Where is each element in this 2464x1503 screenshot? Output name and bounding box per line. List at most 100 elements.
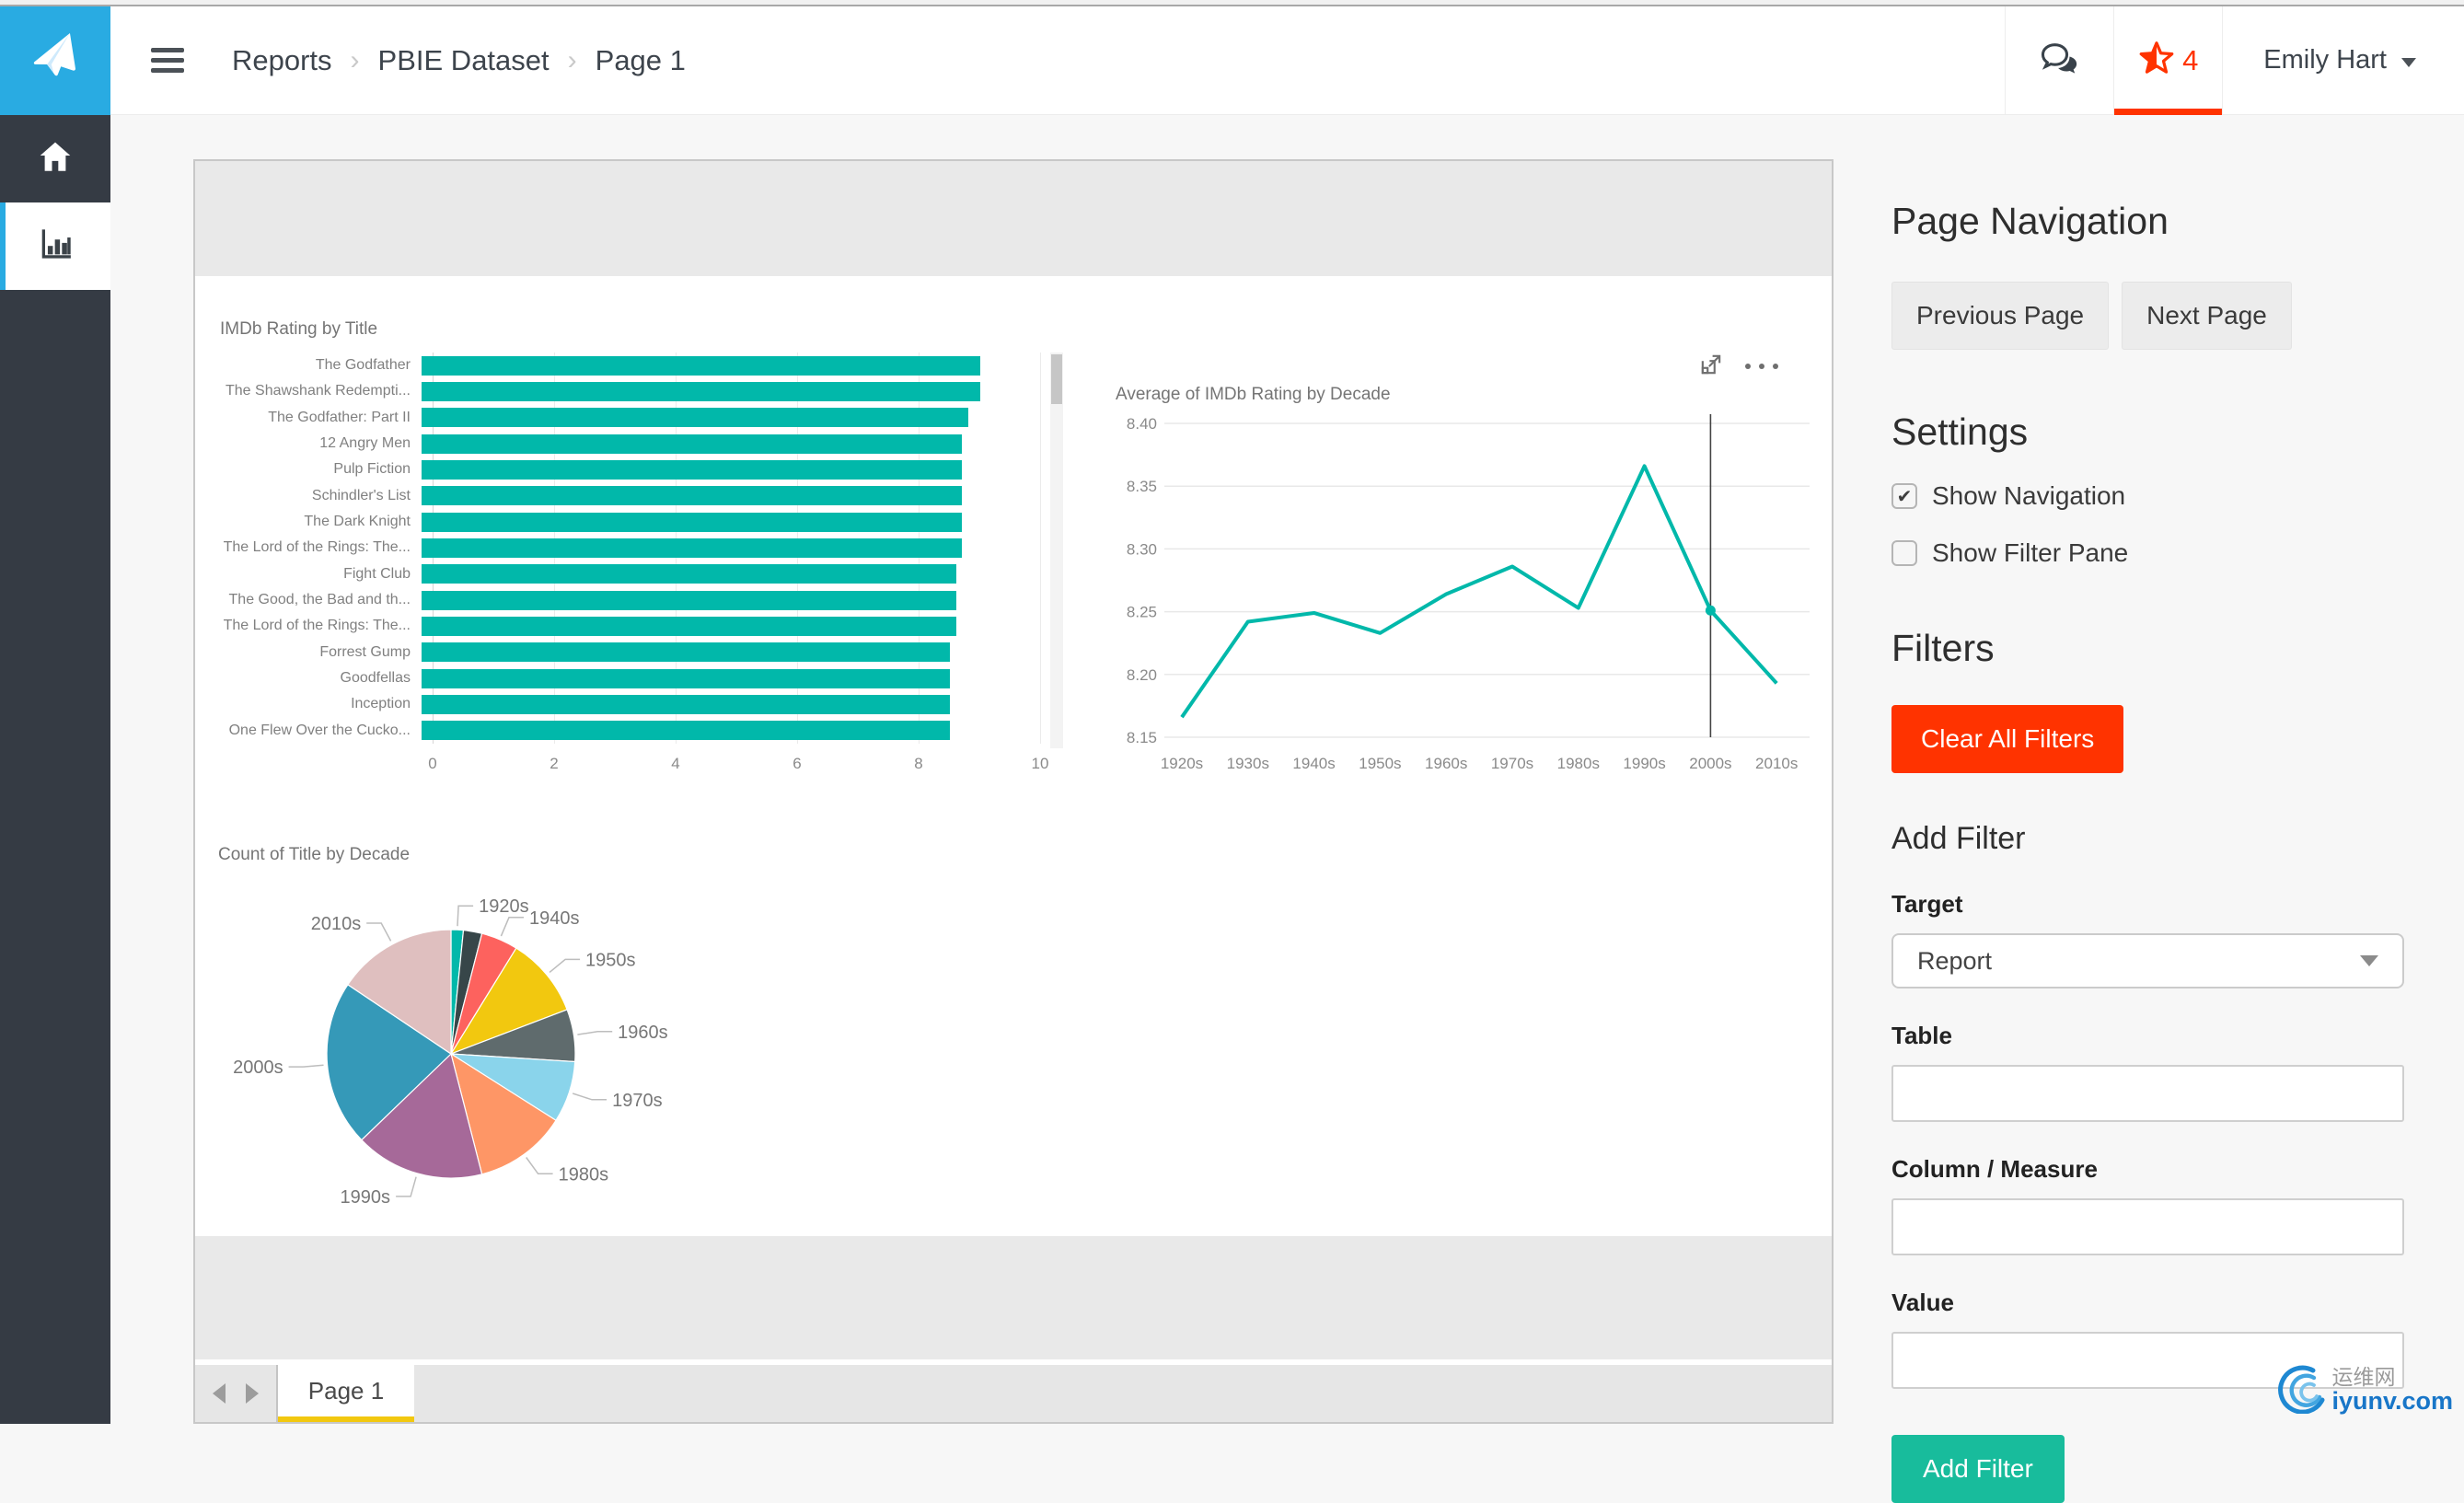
- bar[interactable]: [422, 408, 968, 427]
- next-page-button[interactable]: Next Page: [2122, 282, 2292, 350]
- add-filter-button[interactable]: Add Filter: [1891, 1435, 2065, 1503]
- bar-category-label: Pulp Fiction: [218, 461, 422, 478]
- x-tick-label: 2: [549, 755, 558, 773]
- breadcrumb-separator-icon: ›: [351, 45, 360, 76]
- table-input[interactable]: [1891, 1065, 2404, 1122]
- user-menu[interactable]: Emily Hart: [2222, 6, 2464, 114]
- sidebar-item-reports[interactable]: [0, 202, 110, 290]
- tab-page-1[interactable]: Page 1: [278, 1365, 414, 1422]
- bar[interactable]: [422, 591, 956, 610]
- y-tick-label: 8.40: [1127, 415, 1157, 433]
- bar-track: [422, 564, 1029, 584]
- pie-label-leader-line: [526, 1158, 553, 1174]
- breadcrumb-dataset[interactable]: PBIE Dataset: [378, 44, 549, 77]
- breadcrumb-page[interactable]: Page 1: [596, 44, 686, 77]
- pie-label-leader-line: [573, 1093, 607, 1100]
- visual-header-menu: [1698, 352, 1783, 382]
- bar-category-label: Inception: [218, 696, 422, 712]
- bar-row: 12 Angry Men: [218, 434, 1040, 454]
- target-select[interactable]: Report: [1891, 933, 2404, 989]
- focus-mode-icon[interactable]: [1698, 352, 1724, 382]
- show-navigation-checkbox[interactable]: [1891, 483, 1917, 509]
- show-filter-pane-checkbox[interactable]: [1891, 540, 1917, 566]
- comments-button[interactable]: [2005, 6, 2113, 114]
- watermark-text-en: iyunv.com: [2331, 1388, 2453, 1414]
- y-tick-label: 8.35: [1127, 478, 1157, 495]
- clear-all-filters-button[interactable]: Clear All Filters: [1891, 705, 2123, 773]
- bar[interactable]: [422, 669, 950, 688]
- bar-row: Forrest Gump: [218, 642, 1040, 662]
- column-measure-input[interactable]: [1891, 1198, 2404, 1255]
- bar-track: [422, 408, 1029, 427]
- pie-label-leader-line: [366, 923, 390, 941]
- bar[interactable]: [422, 486, 962, 505]
- x-tick-label: 8: [914, 755, 922, 773]
- bar-track: [422, 617, 1029, 636]
- page-navigation-title: Page Navigation: [1891, 200, 2404, 243]
- previous-page-button[interactable]: Previous Page: [1891, 282, 2109, 350]
- x-tick-label: 1930s: [1227, 755, 1269, 772]
- show-filter-pane-row[interactable]: Show Filter Pane: [1891, 538, 2404, 568]
- hamburger-menu-icon[interactable]: [151, 42, 188, 78]
- x-tick-label: 1950s: [1359, 755, 1401, 772]
- bar-category-label: The Shawshank Redempti...: [218, 383, 422, 399]
- x-tick-label: 10: [1032, 755, 1049, 773]
- report-page-tabbar: Page 1: [195, 1359, 1832, 1422]
- line-series[interactable]: [1182, 466, 1776, 717]
- bar-row: The Lord of the Rings: The...: [218, 538, 1040, 558]
- bar-category-label: One Flew Over the Cucko...: [218, 723, 422, 739]
- pie-slice-label: 2010s: [311, 914, 362, 934]
- pie-slice-label: 1920s: [479, 896, 529, 917]
- show-navigation-row[interactable]: Show Navigation: [1891, 481, 2404, 511]
- bar-category-label: Fight Club: [218, 566, 422, 583]
- bar[interactable]: [422, 434, 962, 454]
- bar-row: Pulp Fiction: [218, 460, 1040, 480]
- breadcrumb-reports[interactable]: Reports: [232, 44, 332, 77]
- x-tick-label: 1970s: [1491, 755, 1533, 772]
- bar[interactable]: [422, 617, 956, 636]
- hover-data-point[interactable]: [1706, 606, 1716, 616]
- watermark-text-cn: 运维网: [2331, 1366, 2453, 1388]
- bar[interactable]: [422, 642, 950, 662]
- bar-track: [422, 695, 1029, 714]
- bar[interactable]: [422, 382, 980, 401]
- x-tick-label: 4: [671, 755, 679, 773]
- favorites-button[interactable]: 4: [2113, 6, 2222, 114]
- bar-category-label: The Godfather: [218, 357, 422, 374]
- table-label: Table: [1891, 1022, 2404, 1050]
- bar[interactable]: [422, 721, 950, 740]
- more-options-icon[interactable]: [1742, 359, 1783, 376]
- bar-track: [422, 356, 1029, 376]
- watermark-swirl-icon: [2274, 1362, 2326, 1418]
- bar-category-label: The Lord of the Rings: The...: [218, 618, 422, 634]
- previous-tab-arrow-icon[interactable]: [213, 1383, 226, 1404]
- header-actions: 4 Emily Hart: [2005, 6, 2464, 114]
- bar[interactable]: [422, 460, 962, 480]
- x-tick-label: 1960s: [1425, 755, 1467, 772]
- scrollbar-thumb[interactable]: [1051, 354, 1062, 404]
- x-tick-label: 1980s: [1557, 755, 1600, 772]
- bar[interactable]: [422, 564, 956, 584]
- bar[interactable]: [422, 538, 962, 558]
- bar-row: The Good, the Bad and th...: [218, 591, 1040, 610]
- paper-plane-icon: [31, 35, 79, 87]
- bar[interactable]: [422, 356, 980, 376]
- app-logo[interactable]: [0, 6, 110, 115]
- bar[interactable]: [422, 695, 950, 714]
- target-select-value: Report: [1917, 947, 1992, 976]
- bar[interactable]: [422, 513, 962, 532]
- next-tab-arrow-icon[interactable]: [246, 1383, 259, 1404]
- pie-slice-label: 1970s: [612, 1091, 663, 1111]
- bar-chart-scrollbar[interactable]: [1050, 353, 1063, 748]
- sidebar-item-home[interactable]: [0, 115, 110, 202]
- x-tick-label: 1990s: [1623, 755, 1665, 772]
- column-measure-label: Column / Measure: [1891, 1155, 2404, 1184]
- bar-row: The Dark Knight: [218, 513, 1040, 532]
- pie-chart-canvas[interactable]: 1920s1940s1950s1960s1970s1980s1990s2000s…: [207, 827, 723, 1231]
- bar-row: Inception: [218, 695, 1040, 714]
